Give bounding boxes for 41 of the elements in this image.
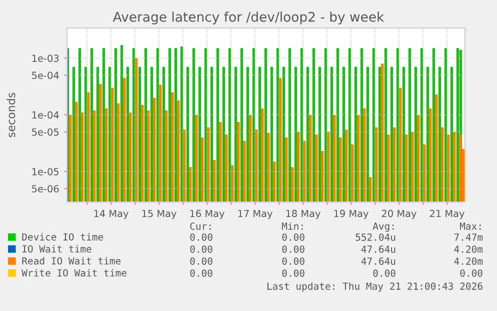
y-axis-title: seconds [6,92,16,138]
y-tick-label: 1e-04 [32,111,59,119]
text: 0.00 [190,245,212,253]
text: Avg: [372,222,394,232]
text: 0.00 [282,245,304,253]
x-tick-label: 14 May [94,210,128,220]
text: 4.20m [454,257,483,265]
text: 0.00 [282,257,304,265]
text: 4.20m [454,245,483,253]
x-tick-label: 16 May [190,210,224,220]
text: 47.64u [361,245,396,253]
x-tick-label: 18 May [286,210,320,220]
text: Min: [282,222,303,230]
text: Max: [460,222,481,230]
text: 0.00 [190,233,212,241]
legend-label: Write IO Wait time [22,269,126,277]
y-tick-label: 1e-03 [32,54,59,62]
text: 0.00 [282,269,304,277]
text: 552.04u [356,233,396,241]
text: 7.47m [454,234,483,241]
y-tick-label: 5e-06 [32,185,59,192]
text: 0.00 [460,269,482,277]
text: 0.00 [190,269,212,277]
text: 47.64u [361,257,396,265]
text: 0.00 [190,257,212,265]
y-tick-label: 5e-05 [32,128,59,136]
y-tick-label: 5e-04 [32,72,59,80]
text: 0.00 [373,269,396,277]
y-tick-label: 1e-05 [32,168,59,176]
x-tick-label: 15 May [142,210,176,220]
legend-label: Read IO Wait time [22,257,121,265]
legend-label: IO Wait time [22,245,92,253]
x-tick-label: 21 May [430,210,464,220]
x-tick-label: 20 May [382,210,416,220]
text: 0.00 [282,233,304,241]
text: Last update: Thu May 21 21:00:43 2026 [267,282,482,292]
x-tick-label: 17 May [238,210,272,220]
x-tick-label: 19 May [334,210,368,220]
chart-title: Average latency for /dev/loop2 - by week [112,12,384,24]
legend-label: Device IO time [22,233,103,241]
text: Cur: [190,222,211,230]
